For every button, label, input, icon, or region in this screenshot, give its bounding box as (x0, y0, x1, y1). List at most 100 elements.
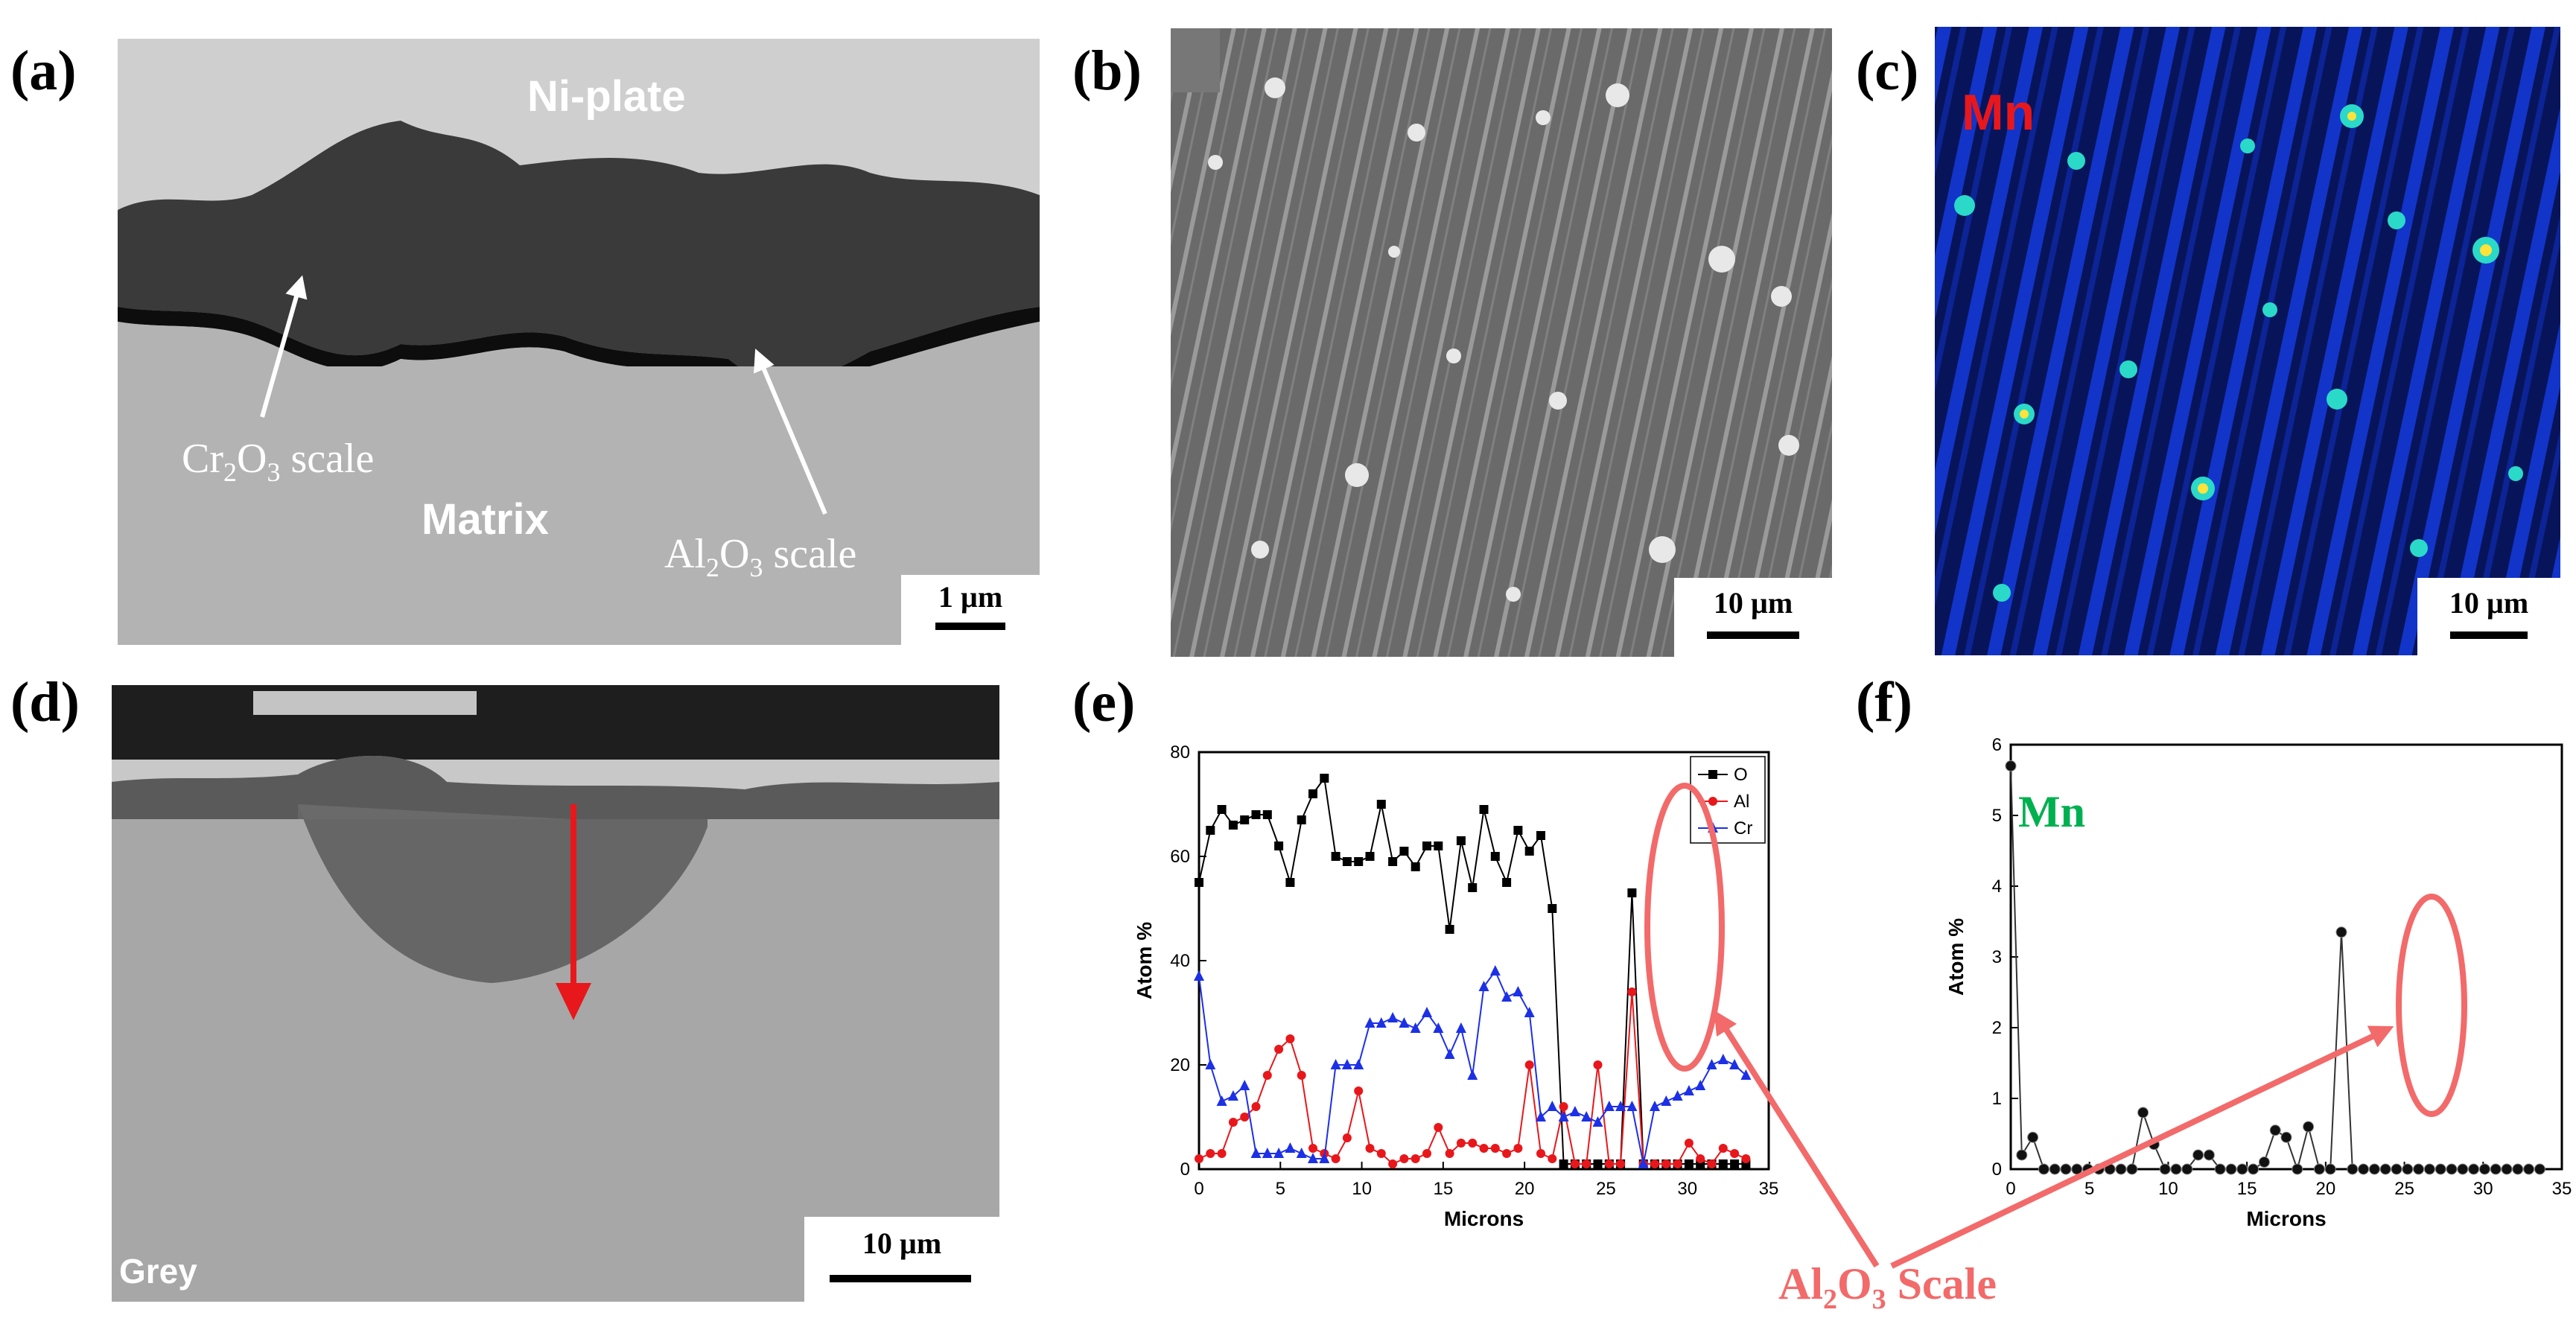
data-point-al (1536, 1149, 1545, 1158)
data-point-al (1331, 1154, 1341, 1163)
al2o3-scale-callout: Al2O3 Scale (1778, 1259, 1997, 1315)
data-point-mn (2192, 1149, 2204, 1161)
data-point-mn (2292, 1163, 2303, 1175)
data-point-mn (2512, 1163, 2524, 1175)
y-axis-label: Atom % (1944, 918, 1968, 996)
data-point-al (1718, 1144, 1728, 1153)
data-point-mn (2303, 1121, 2315, 1133)
ni-plate-label: Ni-plate (527, 72, 686, 121)
y-tick-label: 1 (1992, 1089, 2002, 1109)
data-point-o (1718, 1159, 1728, 1168)
data-point-al (1559, 1102, 1568, 1111)
data-point-o (1627, 888, 1637, 897)
data-point-mn (2347, 1163, 2359, 1175)
data-point-o (1479, 805, 1489, 814)
data-point-mn (2534, 1163, 2545, 1175)
x-tick-label: 10 (2158, 1179, 2178, 1199)
x-tick-label: 25 (2394, 1179, 2414, 1199)
data-point-mn (2170, 1163, 2182, 1175)
data-point-al (1570, 1159, 1580, 1168)
data-point-o (1730, 1159, 1740, 1168)
data-point-o (1456, 836, 1466, 845)
x-tick-label: 20 (1515, 1179, 1535, 1199)
data-point-mn (2402, 1163, 2414, 1175)
data-point-cr (1626, 1101, 1638, 1111)
x-tick-label: 15 (1434, 1179, 1454, 1199)
y-tick-label: 2 (1992, 1018, 2002, 1038)
x-axis-label: Microns (2246, 1207, 2326, 1230)
data-point-mn (2137, 1107, 2149, 1119)
data-point-cr (1672, 1090, 1683, 1101)
y-tick-label: 6 (1992, 735, 2002, 755)
data-point-cr (1581, 1111, 1592, 1121)
data-point-cr (1661, 1095, 1672, 1106)
data-point-mn (2468, 1163, 2480, 1175)
callout-arrow-e (1714, 1010, 1880, 1268)
y-tick-label: 4 (1992, 876, 2002, 897)
x-tick-label: 25 (1596, 1179, 1616, 1199)
y-tick-label: 3 (1992, 947, 2002, 967)
matrix-label: Matrix (422, 495, 549, 544)
data-point-mn (2335, 926, 2347, 938)
data-point-o (1354, 857, 1364, 866)
mn-map-label: Mn (1962, 84, 2035, 141)
data-point-o (1376, 800, 1386, 809)
panel-label-d: (d) (10, 671, 80, 734)
data-point-al (1388, 1159, 1398, 1168)
data-point-cr (1308, 1153, 1318, 1163)
chart-e: 0 5 10 15 20 25 30 35 0 20 40 60 80 Microns Atom % O Al C… (1133, 742, 1779, 1230)
x-tick-label: 35 (2552, 1179, 2572, 1199)
data-point-cr (1239, 1080, 1250, 1090)
data-point-al (1434, 1123, 1443, 1132)
data-point-mn (2501, 1163, 2513, 1175)
data-point-mn (2446, 1163, 2458, 1175)
data-point-cr (1592, 1116, 1603, 1127)
data-point-o (1251, 810, 1261, 819)
data-point-al (1251, 1102, 1261, 1111)
annotation-arrows-a (260, 275, 827, 515)
data-point-o (1195, 878, 1203, 887)
data-point-cr (1285, 1142, 1296, 1153)
data-point-cr (1376, 1017, 1387, 1028)
panel-c-image (1935, 27, 2560, 655)
data-point-al (1582, 1159, 1591, 1168)
mn-chart-title: Mn (2018, 787, 2085, 836)
y-axis-label: Atom % (1133, 922, 1156, 999)
legend-entry: Cr (1734, 818, 1752, 839)
y-tick-label: 80 (1170, 742, 1190, 763)
data-point-al (1411, 1154, 1420, 1163)
scale-bar-a: 1 µm (901, 575, 1040, 645)
x-tick-label: 15 (2237, 1179, 2257, 1199)
data-point-al (1240, 1113, 1250, 1121)
data-point-cr (1399, 1017, 1410, 1028)
data-point-al (1456, 1139, 1466, 1148)
data-point-al (1274, 1045, 1284, 1054)
scale-bar-c: 10 µm (2417, 578, 2560, 655)
data-point-mn (2391, 1163, 2402, 1175)
data-point-al (1285, 1034, 1295, 1043)
data-point-cr (1650, 1101, 1660, 1111)
data-point-cr (1547, 1101, 1558, 1111)
data-point-o (1285, 878, 1295, 887)
x-tick-label: 35 (1759, 1179, 1779, 1199)
data-point-mn (2016, 1149, 2028, 1161)
data-point-mn (2368, 1163, 2380, 1175)
data-point-al (1616, 1159, 1626, 1168)
y-tick-label: 20 (1170, 1055, 1190, 1075)
data-point-cr (1489, 965, 1501, 976)
data-point-mn (2159, 1163, 2171, 1175)
x-tick-label: 5 (1276, 1179, 1285, 1199)
data-point-o (1548, 904, 1557, 913)
data-point-cr (1558, 1111, 1569, 1121)
al2o3-scale-label: Al2O3 scale (664, 531, 857, 583)
data-point-al (1365, 1144, 1375, 1153)
data-point-al (1604, 1159, 1614, 1168)
data-point-al (1354, 1086, 1364, 1095)
data-point-o (1536, 831, 1545, 840)
data-point-cr (1478, 981, 1489, 991)
data-point-cr (1569, 1106, 1580, 1116)
data-point-o (1513, 826, 1523, 835)
data-point-cr (1296, 1148, 1307, 1158)
data-point-o (1308, 789, 1317, 798)
data-point-mn (2258, 1156, 2270, 1168)
